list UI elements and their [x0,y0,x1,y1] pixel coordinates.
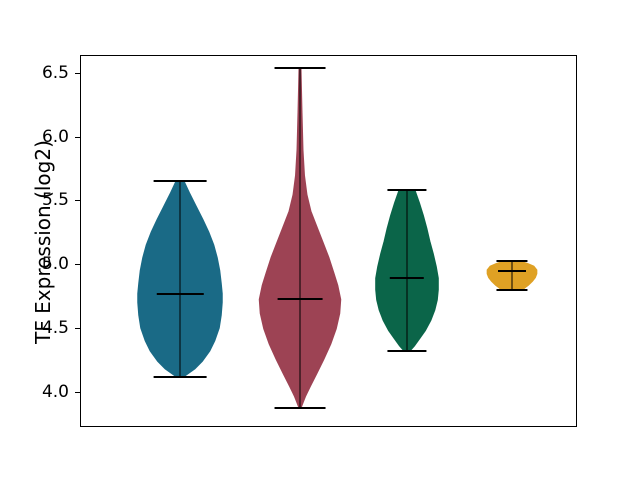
y-tick-4.5 [75,328,81,330]
plot-axes: TF Expression (log2) 4.0 4.5 5.0 5.5 6.0 6.5 [31,55,577,427]
whisker-low-cap-4 [496,288,528,291]
y-axis-label: TF Expression (log2) [31,140,55,344]
whisker-high-cap-3 [386,189,427,192]
whisker-line-1 [179,181,181,377]
plot-area [81,56,576,426]
y-tick-label-4.0: 4.0 [41,382,69,403]
median-line-3 [389,277,424,280]
y-tick-label-5.0: 5.0 [41,254,69,275]
y-tick-label-6.0: 6.0 [41,126,69,147]
y-tick-5.5 [75,200,81,202]
whisker-line-2 [299,67,301,408]
y-tick-label-5.5: 5.5 [41,190,69,211]
y-tick-4.0 [75,392,81,394]
whisker-low-cap-2 [274,406,326,409]
y-tick-label-4.5: 4.5 [41,318,69,339]
whisker-low-cap-3 [386,350,427,353]
median-line-1 [157,292,204,295]
whisker-line-3 [406,190,408,352]
whisker-high-cap-2 [274,66,326,69]
y-tick-label-6.5: 6.5 [41,62,69,83]
y-tick-6.5 [75,72,81,74]
whisker-high-cap-1 [153,180,207,183]
y-tick-6.0 [75,136,81,138]
y-tick-5.0 [75,264,81,266]
median-line-4 [498,269,527,272]
whisker-high-cap-4 [496,259,528,262]
whisker-low-cap-1 [153,375,207,378]
median-line-2 [277,297,323,300]
whisker-line-4 [511,260,513,290]
